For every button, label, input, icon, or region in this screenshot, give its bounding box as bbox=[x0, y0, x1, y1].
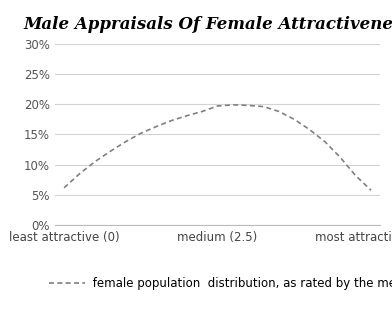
Title: Male Appraisals Of Female Attractiveness: Male Appraisals Of Female Attractiveness bbox=[23, 16, 392, 33]
Legend:  female population  distribution, as rated by the men: female population distribution, as rated… bbox=[45, 273, 392, 295]
